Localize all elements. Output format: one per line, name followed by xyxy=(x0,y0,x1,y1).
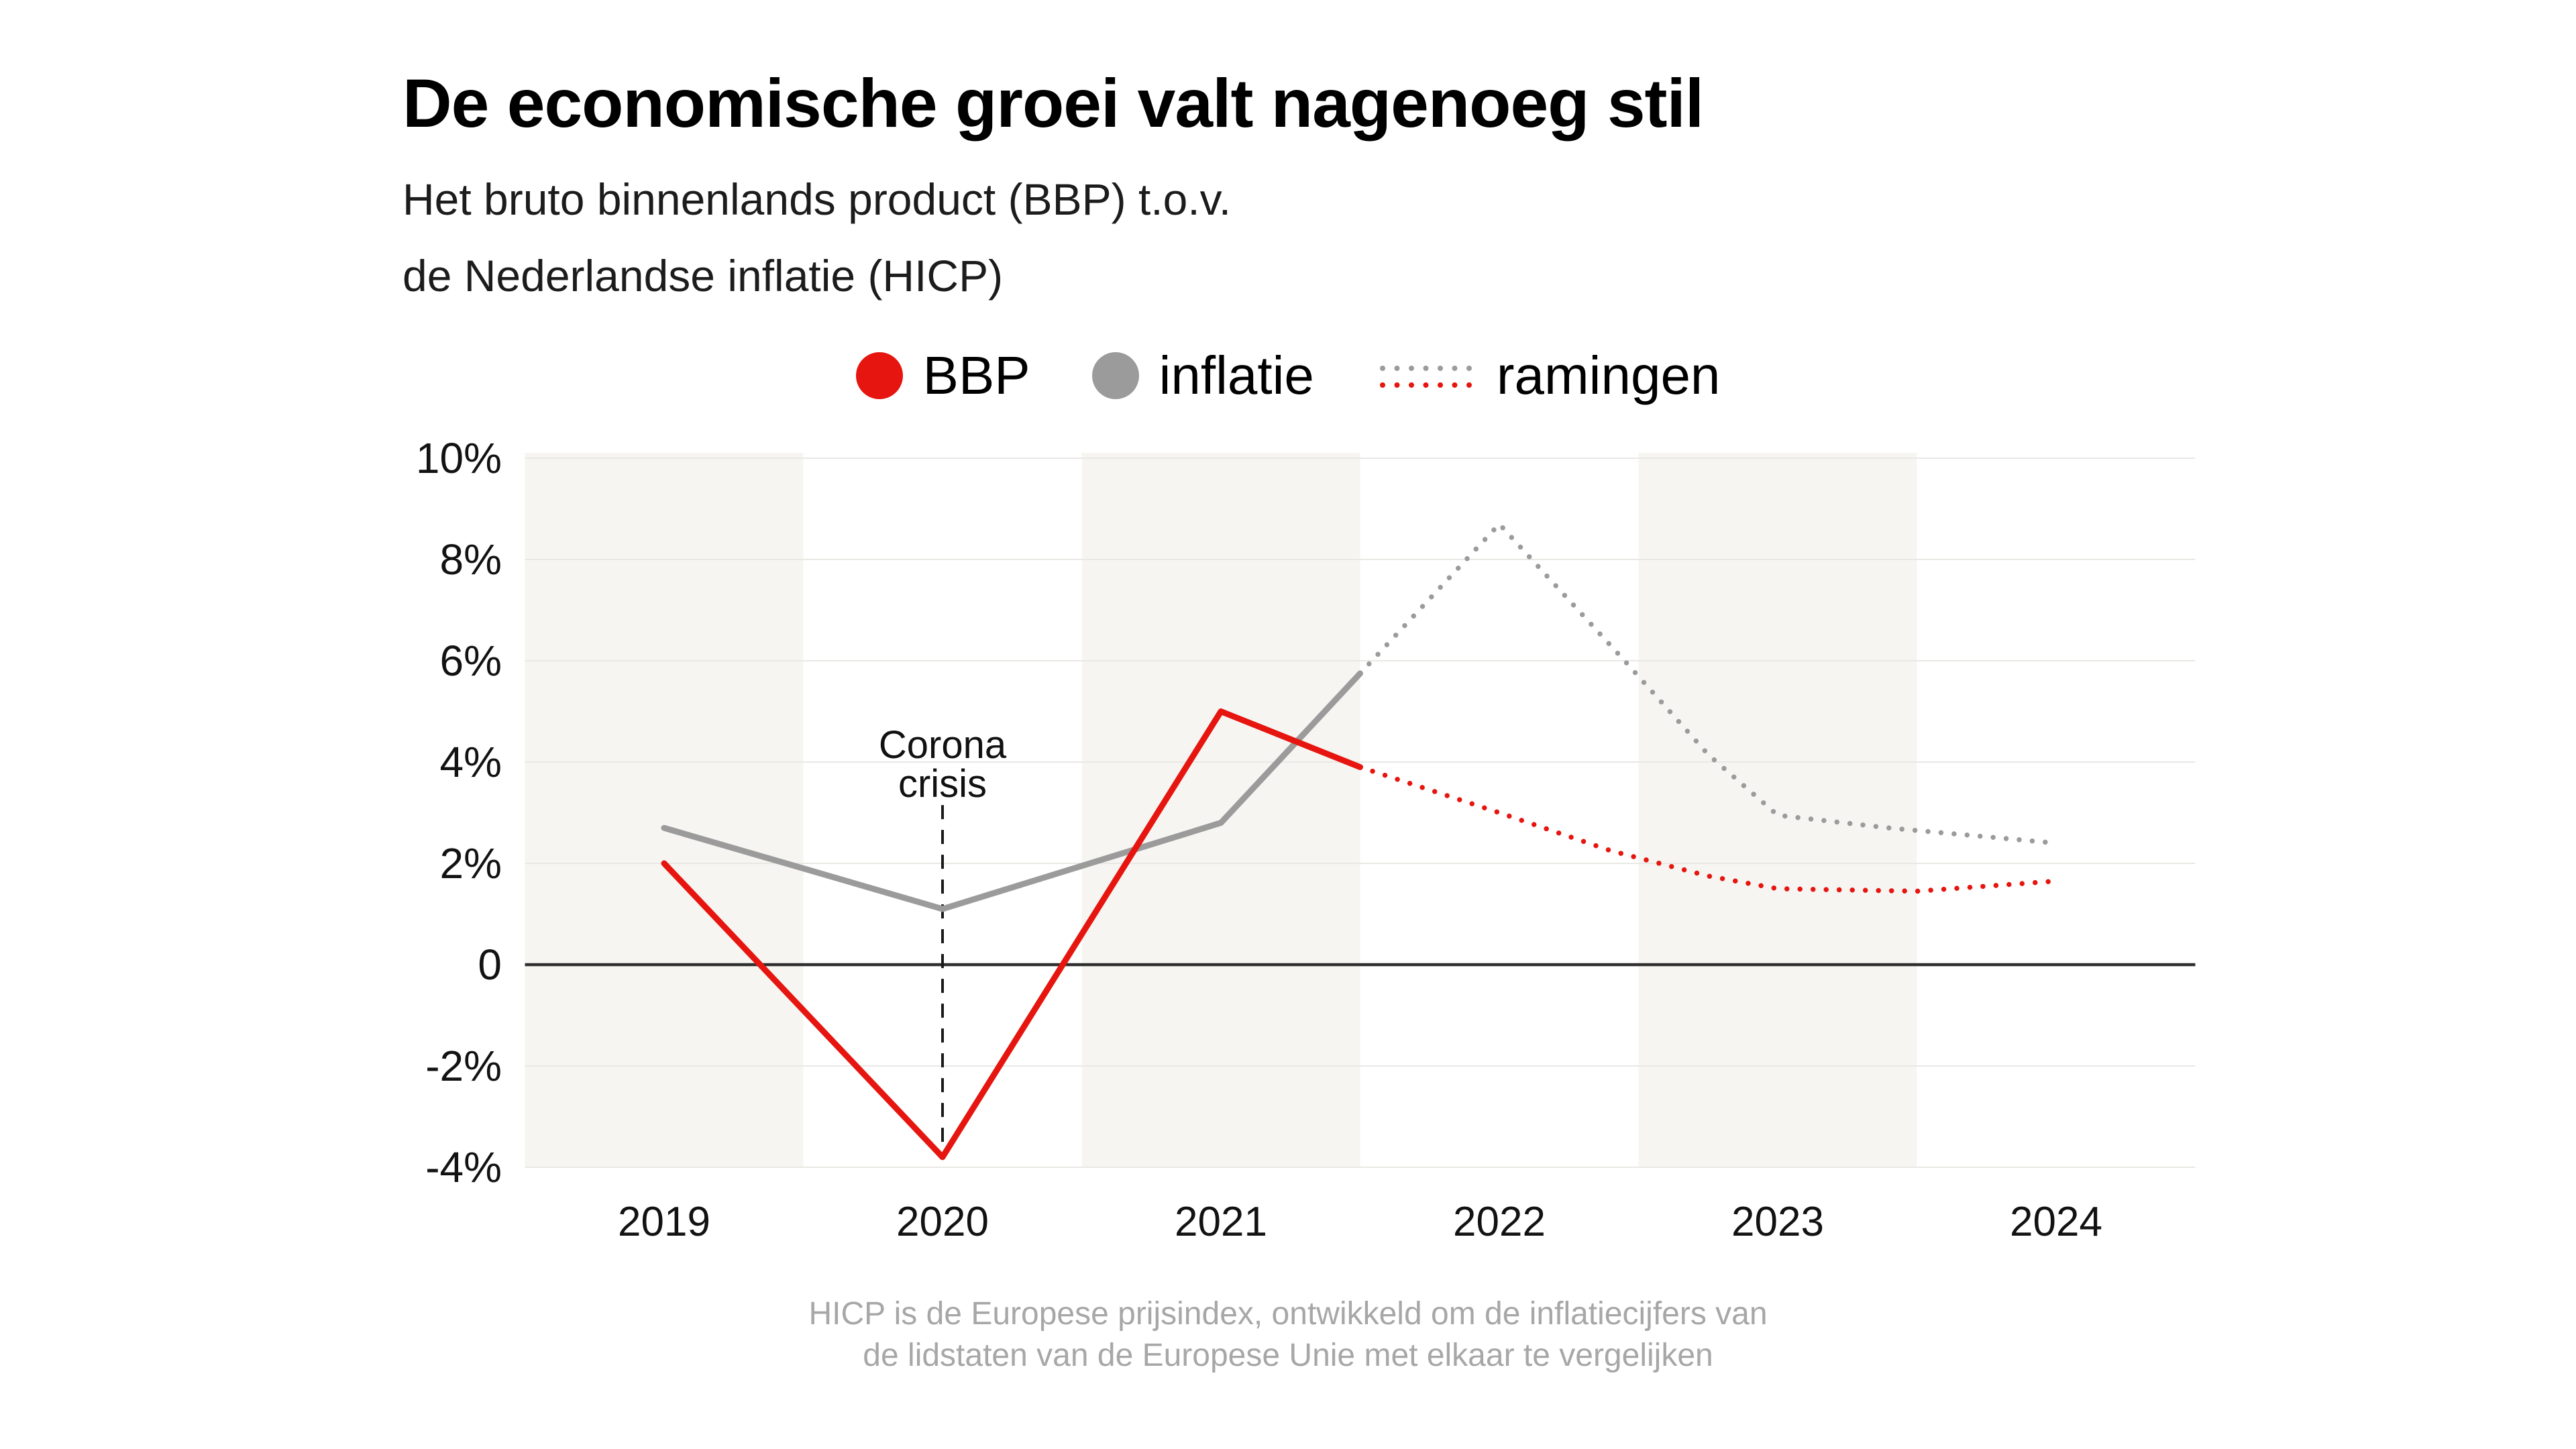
year-band xyxy=(1081,453,1360,1167)
legend-item-bbp: BBP xyxy=(855,345,1030,405)
x-tick-label: 2023 xyxy=(1731,1199,1824,1245)
legend-label-inflatie: inflatie xyxy=(1159,345,1314,405)
series-inflatie xyxy=(661,670,1363,912)
x-tick-label: 2021 xyxy=(1175,1199,1267,1245)
footnote-line-1: HICP is de Europese prijsindex, ontwikke… xyxy=(808,1296,1768,1332)
inflatie-dot-icon xyxy=(1091,352,1139,399)
subtitle-line-2: de Nederlandse inflatie (HICP) xyxy=(402,251,1004,301)
y-tick-label: 0 xyxy=(478,941,502,989)
dotted-lines-icon xyxy=(1379,366,1475,388)
y-tick-label: 2% xyxy=(440,839,502,888)
y-tick-label: 10% xyxy=(416,434,502,482)
corona-label-line-2: crisis xyxy=(898,762,987,806)
bbp-dot-icon xyxy=(855,352,903,399)
legend-item-ramingen: ramingen xyxy=(1376,345,1721,405)
subtitle-line-1: Het bruto binnenlands product (BBP) t.o.… xyxy=(402,174,1232,224)
y-tick-label: -2% xyxy=(425,1042,502,1090)
year-band xyxy=(1360,453,1639,1167)
chart-footnote: HICP is de Europese prijsindex, ontwikke… xyxy=(0,1293,2576,1377)
y-tick-label: 4% xyxy=(440,738,502,786)
series-bbp-raming xyxy=(1357,764,2059,894)
x-tick-label: 2019 xyxy=(618,1199,710,1245)
year-band xyxy=(1917,453,2196,1167)
page-title: De economische groei valt nagenoeg stil xyxy=(402,65,1704,142)
x-tick-label: 2024 xyxy=(2010,1199,2102,1245)
y-tick-label: 6% xyxy=(440,637,502,685)
series-inflatie-raming xyxy=(1357,521,2059,846)
x-tick-label: 2022 xyxy=(1453,1199,1546,1245)
corona-label-line-1: Corona xyxy=(879,723,1007,767)
y-tick-label: -4% xyxy=(425,1143,502,1191)
series-bbp xyxy=(661,708,1363,1161)
y-tick-label: 8% xyxy=(440,535,502,584)
footnote-line-2: de lidstaten van de Europese Unie met el… xyxy=(863,1338,1713,1373)
legend-item-inflatie: inflatie xyxy=(1091,345,1314,405)
legend-label-ramingen: ramingen xyxy=(1496,345,1721,405)
chart-legend: BBP inflatie ramingen xyxy=(0,349,2576,402)
legend-label-bbp: BBP xyxy=(922,345,1030,405)
year-band xyxy=(1638,453,1917,1167)
year-band xyxy=(525,453,804,1167)
x-tick-label: 2020 xyxy=(896,1199,989,1245)
chart-subtitle: Het bruto binnenlands product (BBP) t.o.… xyxy=(402,161,1231,314)
